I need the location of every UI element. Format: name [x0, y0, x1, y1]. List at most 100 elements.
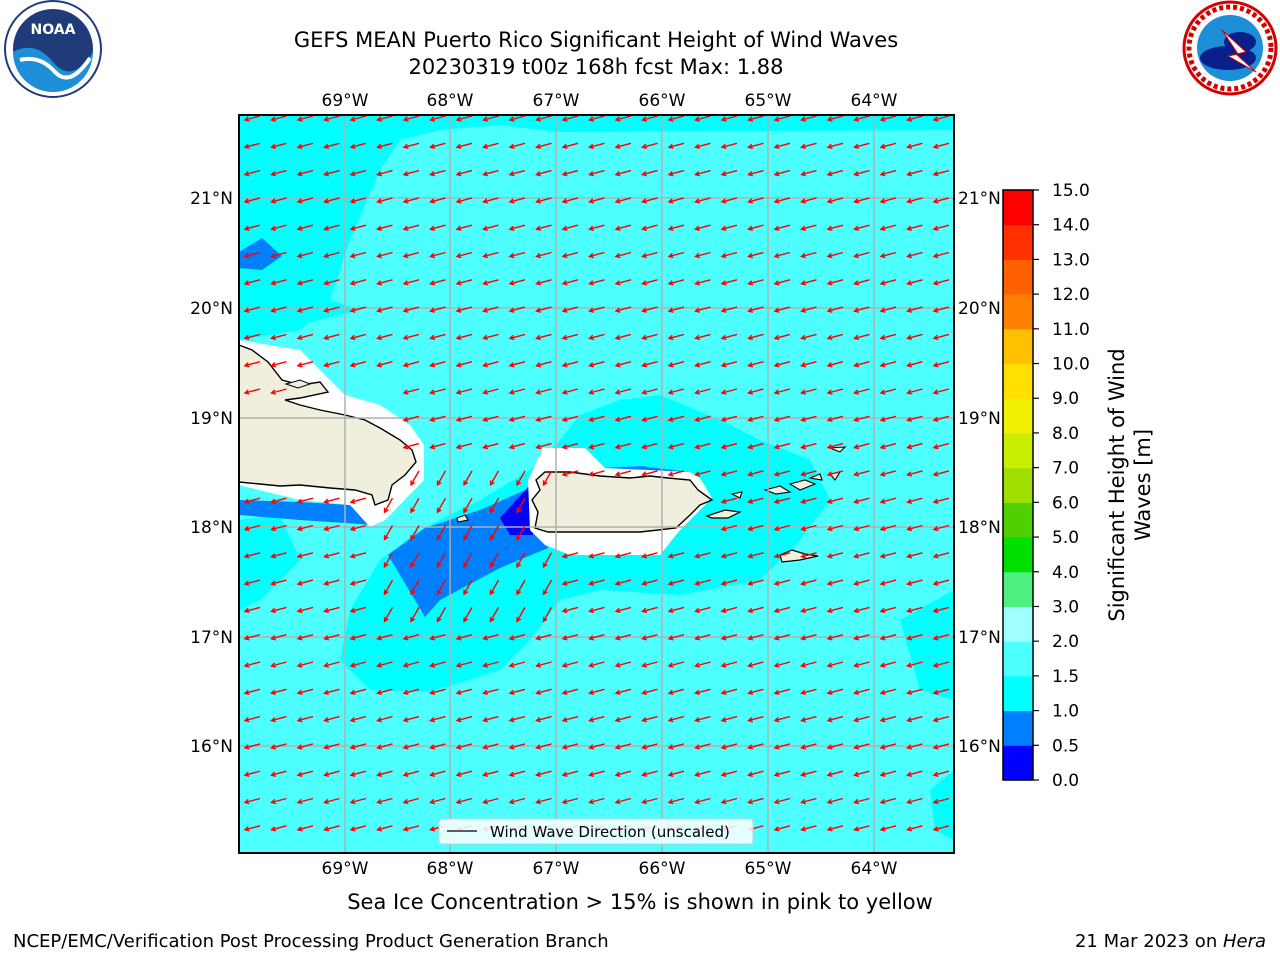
wave-direction-arrow [826, 497, 844, 504]
vieques-island [705, 509, 743, 519]
wave-direction-arrow [270, 306, 287, 313]
wave-direction-arrow [489, 525, 500, 541]
wave-direction-arrow [402, 115, 420, 122]
wave-direction-arrow [561, 606, 579, 614]
wave-direction-arrow [323, 579, 340, 586]
wave-direction-arrow [243, 634, 261, 641]
colorbar-tick-label: 8.0 [1052, 424, 1079, 444]
wave-direction-arrow [932, 142, 950, 150]
wave-direction-arrow [542, 552, 553, 569]
wave-direction-arrow [853, 224, 870, 231]
wave-direction-arrow [773, 361, 791, 368]
wave-direction-arrow [402, 442, 420, 450]
wave-direction-arrow [296, 251, 314, 259]
wave-direction-arrow [243, 388, 261, 395]
wave-direction-arrow [667, 579, 685, 586]
wave-direction-arrow [747, 770, 764, 777]
colorbar-swatch [1003, 537, 1033, 573]
wave-direction-arrow [270, 661, 287, 668]
wave-direction-arrow [455, 169, 473, 177]
wave-direction-arrow [906, 306, 923, 313]
lon-label: 68°W [427, 91, 474, 111]
wave-direction-arrow [800, 552, 817, 559]
wave-direction-arrow [429, 279, 446, 286]
wave-direction-arrow [429, 142, 446, 150]
wave-direction-arrow [932, 224, 950, 231]
wave-direction-arrow [243, 825, 261, 832]
wave-direction-arrow [720, 579, 738, 586]
wave-direction-arrow [747, 142, 764, 150]
wave-direction-arrow [614, 661, 632, 668]
wave-direction-arrow [747, 306, 764, 313]
colorbar-swatch [1003, 190, 1033, 226]
wave-direction-arrow [800, 197, 817, 204]
wave-direction-arrow [773, 224, 791, 231]
wave-direction-arrow [879, 388, 897, 395]
wave-direction-arrow [906, 224, 923, 231]
footer-date-text: 21 Mar 2023 on [1074, 931, 1223, 952]
wave-direction-arrow [561, 333, 579, 341]
wave-direction-arrow [932, 169, 950, 177]
wave-direction-arrow [614, 306, 632, 313]
wave-direction-arrow [932, 115, 950, 122]
wave-direction-arrow [482, 306, 499, 313]
lat-label: 16°N [190, 737, 233, 757]
wave-direction-arrow [243, 688, 261, 696]
wave-direction-arrow [773, 743, 791, 750]
lat-label: 18°N [190, 518, 233, 538]
wave-direction-arrow [667, 552, 685, 559]
wave-direction-arrow [826, 224, 844, 231]
wave-direction-arrow [296, 224, 314, 231]
wave-direction-arrow [800, 797, 817, 805]
wave-direction-arrow [508, 169, 526, 177]
wave-direction-arrow [800, 333, 817, 341]
wave-direction-arrow [455, 770, 473, 777]
lat-label: 21°N [190, 189, 233, 209]
wave-direction-arrow [349, 825, 367, 832]
wave-direction-arrow [879, 606, 897, 614]
wave-direction-arrow [349, 688, 367, 696]
wave-direction-arrow [800, 415, 817, 423]
lon-label: 68°W [427, 859, 474, 879]
wave-direction-arrow [270, 634, 287, 641]
wave-direction-arrow [323, 142, 340, 150]
wave-direction-arrow [720, 388, 738, 395]
map-legend: Wind Wave Direction (unscaled) [438, 818, 754, 845]
wave-direction-arrow [614, 797, 632, 805]
wave-direction-arrow [906, 497, 923, 504]
wave-direction-arrow [588, 333, 605, 341]
wave-direction-arrow [694, 251, 711, 259]
wave-direction-arrow [800, 442, 817, 450]
colorbar-tick-label: 10.0 [1052, 355, 1090, 375]
wave-direction-arrow [773, 579, 791, 586]
wave-direction-arrow [773, 688, 791, 696]
wave-direction-arrow [853, 743, 870, 750]
wave-direction-arrow [535, 442, 552, 450]
wave-direction-arrow [879, 224, 897, 231]
wave-direction-arrow [383, 552, 394, 569]
wave-direction-arrow [482, 415, 499, 423]
wave-direction-arrow [349, 606, 367, 614]
wave-direction-arrow [296, 361, 314, 368]
wave-direction-arrow [932, 797, 950, 805]
wave-direction-arrow [535, 715, 552, 723]
wave-direction-arrow [826, 688, 844, 696]
wave-direction-arrow [720, 606, 738, 614]
wave-direction-arrow [694, 579, 711, 586]
wave-direction-arrow [667, 388, 685, 395]
wave-direction-arrow [402, 361, 420, 368]
wave-direction-arrow [906, 251, 923, 259]
wave-direction-arrow [323, 497, 340, 504]
wave-direction-arrow [879, 115, 897, 122]
wave-direction-arrow [588, 715, 605, 723]
wave-direction-arrow [720, 797, 738, 805]
wave-direction-arrow [694, 115, 711, 122]
wave-direction-arrow [296, 770, 314, 777]
lon-label: 67°W [533, 859, 580, 879]
colorbar-swatch [1003, 432, 1033, 469]
wave-direction-arrow [694, 361, 711, 368]
wave-direction-arrow [323, 825, 340, 832]
wave-direction-arrow [720, 415, 738, 423]
wave-direction-arrow [561, 770, 579, 777]
wave-direction-arrow [296, 197, 314, 204]
